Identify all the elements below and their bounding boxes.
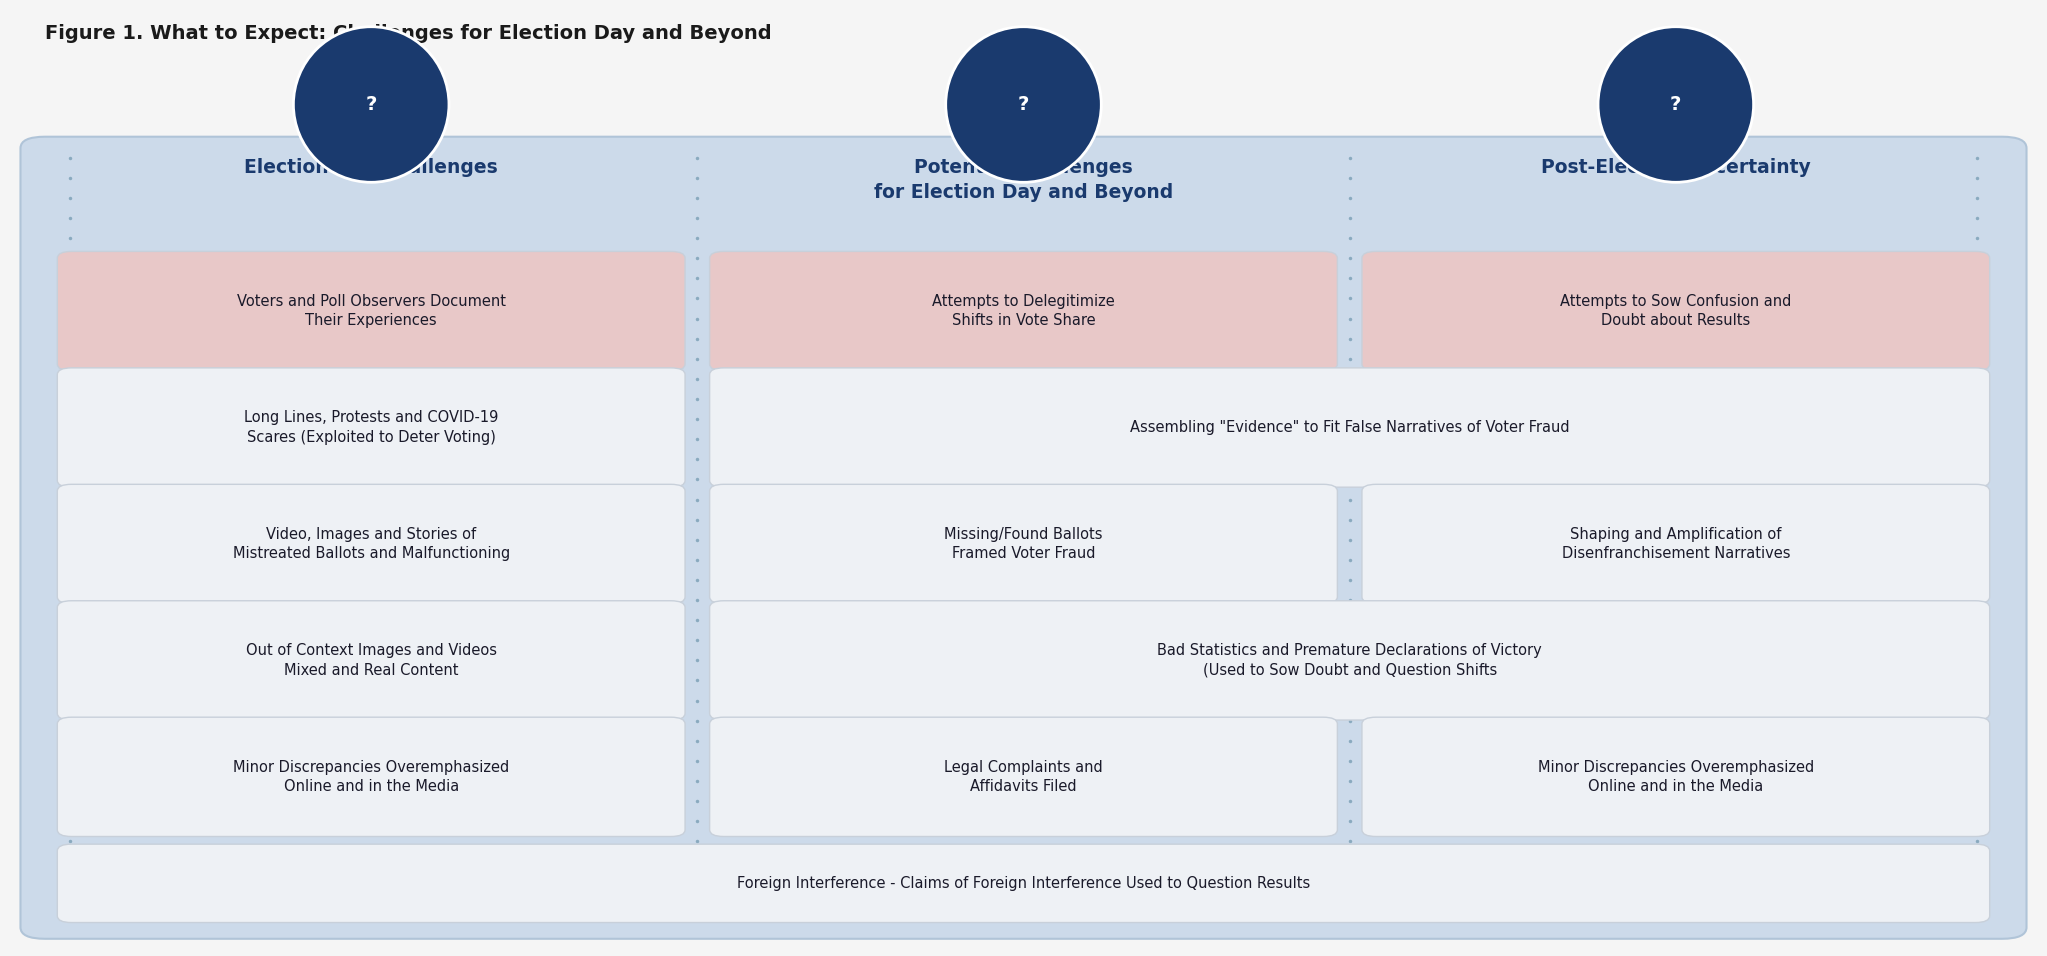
- Text: Bad Statistics and Premature Declarations of Victory
(Used to Sow Doubt and Ques: Bad Statistics and Premature Declaration…: [1157, 643, 1541, 678]
- FancyBboxPatch shape: [710, 717, 1337, 836]
- Text: Attempts to Delegitimize
Shifts in Vote Share: Attempts to Delegitimize Shifts in Vote …: [931, 294, 1116, 328]
- Text: ?: ?: [1017, 95, 1030, 114]
- Text: Attempts to Sow Confusion and
Doubt about Results: Attempts to Sow Confusion and Doubt abou…: [1560, 294, 1791, 328]
- FancyBboxPatch shape: [1361, 717, 1990, 836]
- Text: ?: ?: [1670, 95, 1681, 114]
- FancyBboxPatch shape: [710, 600, 1990, 720]
- Ellipse shape: [946, 27, 1101, 183]
- Text: Long Lines, Protests and COVID-19
Scares (Exploited to Deter Voting): Long Lines, Protests and COVID-19 Scares…: [244, 410, 497, 445]
- Text: Assembling "Evidence" to Fit False Narratives of Voter Fraud: Assembling "Evidence" to Fit False Narra…: [1130, 420, 1570, 435]
- Text: Minor Discrepancies Overemphasized
Online and in the Media: Minor Discrepancies Overemphasized Onlin…: [1537, 760, 1814, 793]
- Text: Election Day Challenges: Election Day Challenges: [244, 158, 497, 177]
- FancyBboxPatch shape: [57, 251, 686, 371]
- Text: Legal Complaints and
Affidavits Filed: Legal Complaints and Affidavits Filed: [944, 760, 1103, 793]
- Text: Potential Challenges
for Election Day and Beyond: Potential Challenges for Election Day an…: [874, 158, 1173, 202]
- Text: Foreign Interference - Claims of Foreign Interference Used to Question Results: Foreign Interference - Claims of Foreign…: [737, 876, 1310, 891]
- FancyBboxPatch shape: [710, 251, 1337, 371]
- Text: Figure 1. What to Expect: Challenges for Election Day and Beyond: Figure 1. What to Expect: Challenges for…: [45, 24, 772, 43]
- FancyBboxPatch shape: [57, 844, 1990, 923]
- Text: Missing/Found Ballots
Framed Voter Fraud: Missing/Found Ballots Framed Voter Fraud: [944, 527, 1103, 561]
- Ellipse shape: [293, 27, 448, 183]
- Text: Voters and Poll Observers Document
Their Experiences: Voters and Poll Observers Document Their…: [237, 294, 506, 328]
- FancyBboxPatch shape: [57, 717, 686, 836]
- FancyBboxPatch shape: [20, 137, 2027, 939]
- Text: Video, Images and Stories of
Mistreated Ballots and Malfunctioning: Video, Images and Stories of Mistreated …: [233, 527, 510, 561]
- Text: Out of Context Images and Videos
Mixed and Real Content: Out of Context Images and Videos Mixed a…: [246, 643, 497, 678]
- FancyBboxPatch shape: [1361, 251, 1990, 371]
- FancyBboxPatch shape: [57, 600, 686, 720]
- FancyBboxPatch shape: [1361, 485, 1990, 603]
- Text: Minor Discrepancies Overemphasized
Online and in the Media: Minor Discrepancies Overemphasized Onlin…: [233, 760, 510, 793]
- Text: Post-Election Uncertainty: Post-Election Uncertainty: [1541, 158, 1812, 177]
- Text: Shaping and Amplification of
Disenfranchisement Narratives: Shaping and Amplification of Disenfranch…: [1562, 527, 1789, 561]
- FancyBboxPatch shape: [710, 368, 1990, 488]
- FancyBboxPatch shape: [710, 485, 1337, 603]
- FancyBboxPatch shape: [57, 485, 686, 603]
- FancyBboxPatch shape: [57, 368, 686, 488]
- Text: ?: ?: [366, 95, 377, 114]
- Ellipse shape: [1599, 27, 1754, 183]
